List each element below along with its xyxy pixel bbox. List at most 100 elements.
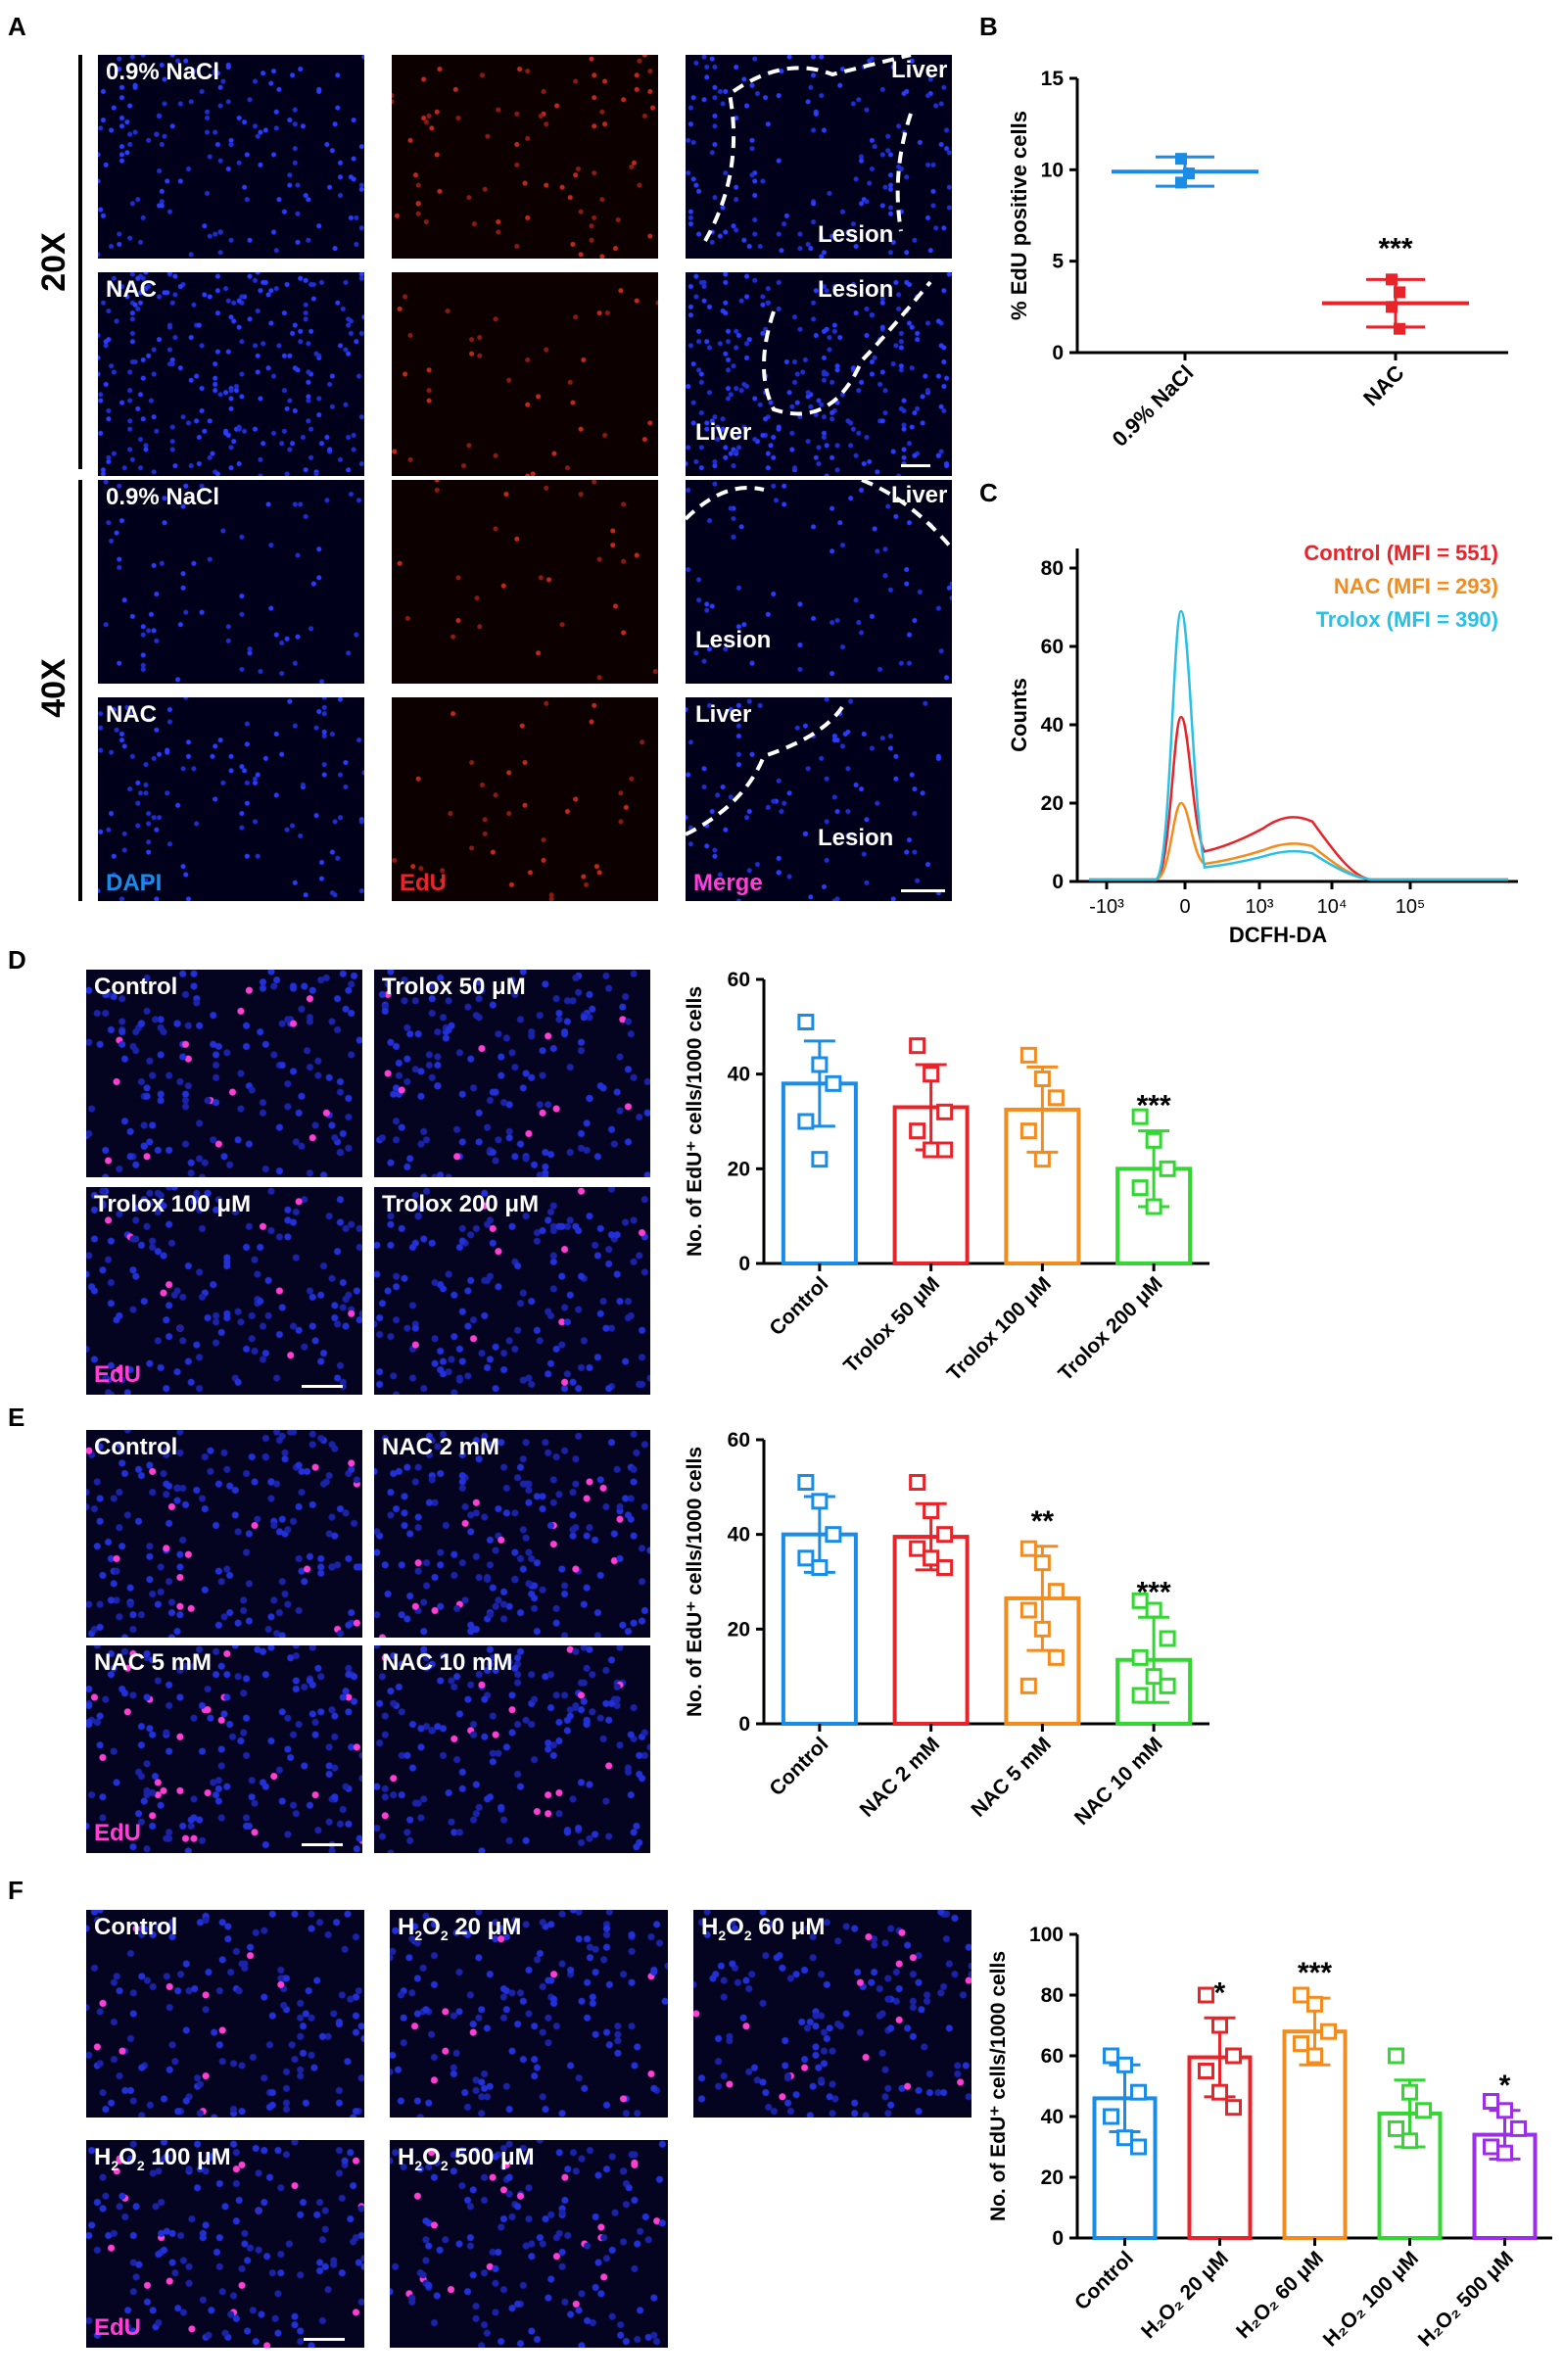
data-point bbox=[1496, 2102, 1513, 2119]
significance-marker: *** bbox=[1378, 232, 1412, 264]
x-tick-label: Control bbox=[765, 1272, 832, 1340]
y-tick-label: 40 bbox=[1041, 714, 1064, 737]
label-part: 20 μM bbox=[448, 1914, 522, 1940]
micrograph-a-r2-c2 bbox=[392, 272, 658, 476]
label-part: 60 μM bbox=[751, 1914, 826, 1940]
y-tick-label: 80 bbox=[1041, 557, 1064, 580]
condition-label: NAC 10 mM bbox=[382, 1649, 513, 1676]
condition-label: Control bbox=[94, 1914, 178, 1940]
x-tick-label: NAC bbox=[1358, 360, 1408, 410]
x-tick-label: 0.9% NaCl bbox=[1108, 360, 1199, 451]
y-tick-label: 60 bbox=[1041, 2045, 1064, 2068]
lesion-label: Lesion bbox=[695, 627, 772, 653]
chart-f-h2o2-bars: 0 20 40 60 80 100 No. of EdU⁺ cells/1000 cells… bbox=[987, 1924, 1552, 2351]
y-tick-label: 100 bbox=[1029, 1924, 1064, 1946]
significance-marker: *** bbox=[1137, 1576, 1171, 1608]
x-tick-label: NAC 10 mM bbox=[1070, 1733, 1167, 1830]
data-point bbox=[1183, 167, 1195, 180]
data-point bbox=[1293, 1986, 1309, 2004]
micrograph-a-r1-c1: 0.9% NaCl bbox=[98, 55, 364, 259]
histogram-2 bbox=[1089, 801, 1508, 881]
significance-marker: ** bbox=[1031, 1505, 1055, 1538]
edu-stain-label: EdU bbox=[94, 1361, 141, 1388]
x-tick-label: Trolox 100 μM bbox=[943, 1272, 1056, 1385]
lesion-label: Lesion bbox=[818, 221, 894, 248]
lesion-label: Lesion bbox=[818, 825, 894, 851]
data-point bbox=[1159, 1630, 1176, 1647]
data-point bbox=[1103, 2108, 1119, 2125]
data-point bbox=[936, 1141, 954, 1159]
data-point bbox=[1394, 322, 1405, 335]
data-point bbox=[1116, 2129, 1133, 2147]
d-micrograph-3: Trolox 100 μM EdU bbox=[86, 1187, 362, 1395]
micrograph-a-r3-c2 bbox=[392, 480, 658, 684]
data-point bbox=[811, 1151, 829, 1168]
label-subscript: 2 bbox=[440, 1927, 449, 1943]
lesion-boundary bbox=[762, 280, 932, 416]
x-axis-label: DCFH-DA bbox=[1229, 923, 1327, 947]
edu-stain-label: EdU bbox=[94, 2314, 141, 2341]
x-tick-label: 10⁵ bbox=[1396, 896, 1426, 918]
micrograph-a-r3-c1: 0.9% NaCl bbox=[98, 480, 364, 684]
x-tick-label: 10⁴ bbox=[1317, 896, 1348, 918]
chart-c-flow-histogram: 0 20 40 60 80 Counts -10³ 0 10³ 10⁴ 10⁵ DCFH-DA Cont… bbox=[1007, 541, 1518, 947]
histogram-1 bbox=[1089, 715, 1508, 881]
y-tick-label: 20 bbox=[728, 1158, 750, 1180]
significance-marker: * bbox=[1214, 1976, 1226, 2009]
data-point bbox=[1483, 2093, 1499, 2110]
liver-label: Liver bbox=[695, 419, 752, 446]
label-part: 100 μM bbox=[144, 2144, 231, 2170]
d-micrograph-4: Trolox 200 μM bbox=[374, 1187, 650, 1395]
condition-label: H2O2 500 μM bbox=[398, 2144, 535, 2173]
micrograph-a-r4-c1: NAC DAPI bbox=[98, 697, 364, 901]
e-micrograph-2: NAC 2 mM bbox=[374, 1430, 650, 1638]
mag-40x-label: 40X bbox=[34, 658, 72, 718]
label-subscript: 2 bbox=[743, 1927, 752, 1943]
x-tick-label: H₂O₂ 500 μM bbox=[1414, 2247, 1518, 2351]
micrograph-a-r1-c3: Liver Lesion bbox=[686, 55, 952, 259]
condition-label: Control bbox=[94, 1434, 178, 1460]
condition-label: Trolox 100 μM bbox=[94, 1191, 252, 1217]
e-micrograph-1: Control bbox=[86, 1430, 362, 1638]
data-point bbox=[1019, 1122, 1037, 1140]
micrograph-a-r4-c2: EdU bbox=[392, 697, 658, 901]
data-point bbox=[1145, 1131, 1162, 1149]
label-part: O bbox=[118, 2144, 137, 2170]
edu-stain-label: EdU bbox=[400, 870, 447, 896]
data-point bbox=[1388, 2047, 1404, 2065]
micrograph-a-r2-c1: NAC bbox=[98, 272, 364, 476]
legend-entry: NAC (MFI = 293) bbox=[1334, 574, 1498, 598]
mag-20x-bracket bbox=[78, 55, 82, 469]
panel-letter-f: F bbox=[8, 1876, 24, 1905]
panel-letter-e: E bbox=[8, 1403, 25, 1432]
label-subscript: 2 bbox=[111, 2157, 119, 2173]
y-tick-label: 60 bbox=[728, 969, 750, 991]
data-point bbox=[1159, 1677, 1176, 1694]
data-point bbox=[797, 1549, 815, 1567]
data-point bbox=[1033, 1151, 1051, 1168]
y-axis-label: Counts bbox=[1007, 678, 1031, 752]
data-point bbox=[811, 1559, 829, 1576]
data-point bbox=[1401, 2132, 1418, 2150]
y-tick-label: 40 bbox=[728, 1524, 750, 1547]
mag-40x-bracket bbox=[78, 480, 82, 901]
y-tick-label: 5 bbox=[1052, 251, 1064, 273]
edu-stain-label: EdU bbox=[94, 1820, 141, 1846]
data-point bbox=[1394, 286, 1405, 299]
data-point bbox=[1145, 1668, 1162, 1686]
label-subscript: 2 bbox=[718, 1927, 727, 1943]
panel-letter-d: D bbox=[8, 945, 26, 975]
y-tick-label: 0 bbox=[738, 1253, 750, 1275]
condition-label: H2O2 20 μM bbox=[398, 1914, 521, 1943]
data-point bbox=[1019, 1046, 1037, 1064]
label-part: H bbox=[94, 2144, 112, 2170]
significance-marker: *** bbox=[1298, 1957, 1332, 1989]
data-point bbox=[1145, 1198, 1162, 1215]
legend-entry: Trolox (MFI = 390) bbox=[1316, 607, 1498, 632]
x-tick-label: Control bbox=[765, 1733, 832, 1800]
x-tick-label: NAC 5 mM bbox=[967, 1733, 1056, 1822]
data-point bbox=[936, 1559, 954, 1576]
data-point bbox=[1130, 2083, 1147, 2101]
data-point bbox=[1320, 2023, 1337, 2040]
micrograph-a-r4-c3: Liver Lesion Merge bbox=[686, 697, 952, 901]
